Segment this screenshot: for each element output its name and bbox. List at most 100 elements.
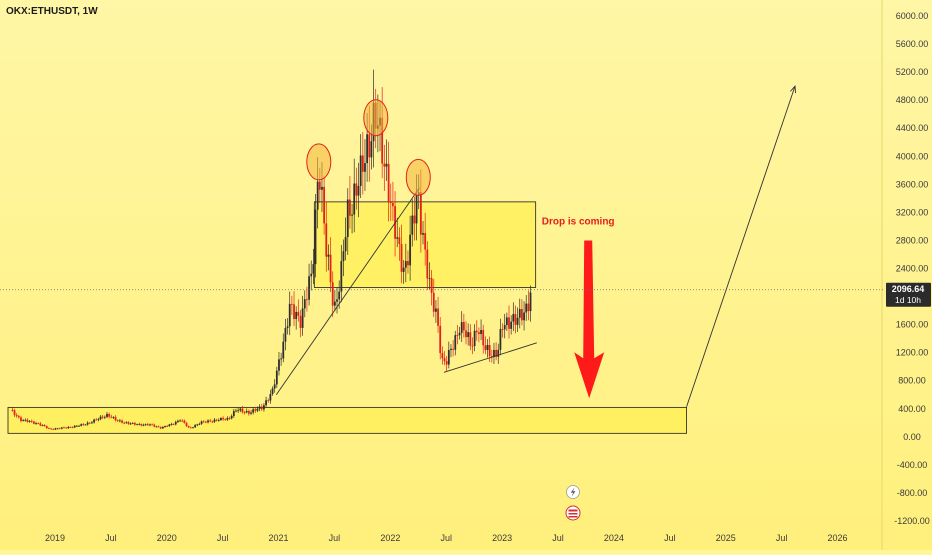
peak-circles — [306, 99, 431, 196]
candle-body — [471, 345, 474, 347]
y-tick-label: 5200.00 — [896, 67, 929, 77]
candle-body — [329, 254, 332, 283]
candle-body — [69, 426, 72, 428]
y-tick-label: 2800.00 — [896, 235, 929, 245]
candle-body — [316, 181, 319, 210]
candle-body — [299, 315, 302, 328]
candle-body — [153, 424, 156, 427]
candle-body — [15, 415, 18, 417]
peak-circle — [306, 143, 332, 181]
candle-body — [32, 421, 35, 424]
candle-body — [50, 428, 52, 430]
candle-body — [529, 292, 532, 312]
candle-body — [295, 311, 298, 320]
price-badge: 2096.64 1d 10h — [886, 282, 931, 307]
candle-body — [387, 163, 390, 202]
lightning-icon[interactable] — [566, 485, 580, 499]
candle-body — [202, 421, 205, 423]
symbol-label[interactable]: OKX:ETHUSDT, 1W — [6, 6, 98, 17]
candle-body — [260, 406, 263, 410]
candle-body — [189, 427, 192, 429]
candle-body — [88, 422, 91, 424]
candle-body — [252, 409, 255, 413]
candle-body — [514, 314, 517, 325]
candle-body — [290, 303, 293, 305]
candle-body — [106, 413, 108, 417]
candle-body — [452, 348, 455, 350]
candle-body — [28, 421, 31, 422]
y-axis[interactable]: 6000.00 5600.00 5200.00 4800.00 4400.00 4000.… — [894, 11, 930, 526]
candle-body — [103, 416, 106, 418]
candle-body — [140, 424, 143, 426]
candle-body — [207, 420, 209, 423]
candle-body — [183, 420, 186, 424]
candle-body — [368, 134, 371, 158]
trendline — [443, 342, 537, 373]
y-tick-label: -800.00 — [897, 488, 928, 498]
candle-body — [245, 411, 248, 413]
candle-body — [383, 163, 386, 167]
candle-body — [342, 251, 345, 262]
candle-body — [82, 424, 85, 426]
candle-body — [308, 276, 310, 300]
candle-body — [381, 117, 384, 164]
peak-circle — [405, 158, 431, 196]
candle-body — [323, 186, 326, 224]
candle-body — [168, 424, 171, 427]
candle-body — [222, 417, 224, 420]
candle-body — [475, 330, 478, 333]
candle-body — [404, 261, 407, 268]
candle-body — [521, 309, 523, 321]
x-tick-label: Jul — [217, 533, 229, 543]
candle-body — [247, 411, 250, 414]
trendline — [275, 187, 420, 396]
candle-body — [415, 194, 418, 224]
candle-body — [284, 328, 287, 342]
candle-body — [327, 254, 330, 257]
candle-body — [318, 181, 321, 190]
candle-body — [286, 326, 289, 329]
candle-body — [58, 428, 61, 430]
candle-body — [196, 424, 199, 426]
candle-body — [211, 421, 214, 423]
candle-body — [91, 422, 93, 424]
candle-body — [527, 303, 530, 312]
x-axis[interactable]: 2019 Jul 2020 Jul 2021 Jul 2022 Jul 2023 Jul 2024 J… — [45, 533, 848, 543]
candle-body — [60, 427, 63, 429]
candle-body — [20, 417, 22, 421]
candle-body — [95, 419, 98, 421]
candle-body — [170, 424, 173, 425]
candle-body — [389, 201, 392, 204]
candle-body — [159, 426, 162, 429]
candle-body — [67, 426, 70, 429]
replay-icon[interactable] — [565, 505, 581, 521]
price-badge-countdown: 1d 10h — [895, 295, 921, 305]
candle-body — [516, 317, 519, 325]
x-tick-label: Jul — [552, 533, 564, 543]
candle-body — [11, 410, 14, 411]
candle-body — [349, 199, 351, 216]
candle-body — [45, 426, 48, 429]
x-tick-label: 2022 — [380, 533, 400, 543]
candle-body — [402, 267, 405, 272]
y-tick-label: 4800.00 — [896, 95, 929, 105]
candle-body — [52, 428, 55, 430]
candle-body — [400, 243, 403, 272]
candle-body — [419, 192, 422, 235]
candle-body — [422, 233, 424, 235]
candle-body — [370, 141, 373, 158]
candle-body — [435, 308, 437, 312]
candle-body — [129, 423, 132, 425]
candle-body — [121, 420, 123, 423]
candle-body — [13, 410, 16, 416]
candle-body — [297, 311, 300, 316]
candle-body — [525, 303, 528, 313]
candle-body — [99, 416, 102, 420]
candle-body — [226, 418, 229, 420]
candle-body — [398, 237, 401, 244]
y-tick-label: 1600.00 — [896, 320, 929, 330]
candle-body — [232, 411, 235, 417]
candle-body — [181, 420, 184, 422]
